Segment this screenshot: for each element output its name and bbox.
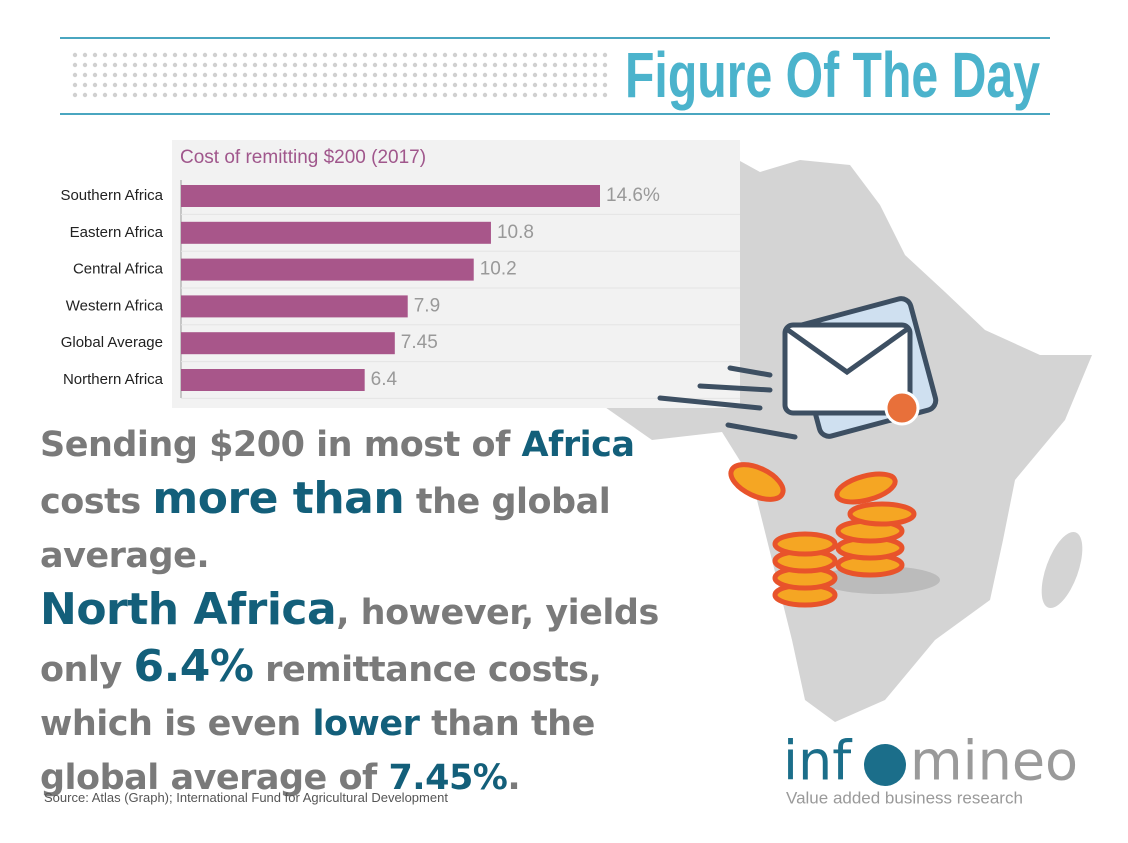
text: the global average. [40,482,611,576]
text-emphasis: Africa [521,425,635,465]
y-tick-label: Western Africa [66,297,164,314]
y-tick-label: Eastern Africa [70,224,164,241]
header-title: Figure Of The Day [625,39,1040,111]
envelope-icon [657,296,939,440]
source: Source: Atlas (Graph); International Fun… [44,790,448,805]
logo-globe [864,744,906,786]
madagascar [1041,532,1083,608]
text-emphasis: more than [152,473,405,524]
logo-tagline: Value added business research [786,788,1023,807]
text: . [507,758,521,798]
bar [181,332,395,355]
value-label: 10.2 [480,259,517,280]
value-label: 10.8 [497,222,534,243]
bar [181,295,408,318]
bar [181,369,365,391]
value-label: 6.4 [371,369,398,390]
text-emphasis: 6.4% [133,641,254,692]
text: , however, yields only [40,593,659,690]
text-emphasis: lower [312,704,420,744]
logo-right: mineo [910,730,1078,793]
paragraph: Sending $200 in most of Africa costs mor… [40,418,660,583]
y-tick-label: Global Average [61,334,163,351]
header-pattern [70,52,610,102]
text-emphasis: North Africa [40,584,337,635]
value-label: 7.9 [414,295,440,316]
bar [181,221,491,244]
text: remittance costs, which is even [40,650,602,744]
bar [181,185,600,207]
bar [181,258,474,281]
chart-title: Cost of remitting $200 (2017) [180,147,426,168]
y-tick-label: Northern Africa [63,371,164,388]
logo: inf mineo Value added business research [783,730,1078,808]
y-tick-label: Central Africa [73,261,164,278]
text: Sending $200 in most of [40,425,522,465]
message: Sending $200 in most of Africa costs mor… [40,418,660,805]
value-label: 7.45 [401,332,438,353]
value-label: 14.6% [606,185,660,206]
text-emphasis: 7.45% [388,758,508,798]
text: than the global average of [40,704,595,798]
coins-icon [728,462,940,608]
logo-left: inf [783,730,853,793]
paragraph: North Africa, however, yields only 6.4% … [40,583,660,805]
y-tick-label: Southern Africa [60,187,163,204]
text: costs [40,482,153,522]
